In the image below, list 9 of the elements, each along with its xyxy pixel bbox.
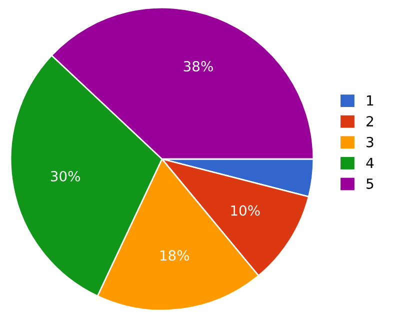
data-label: 30%: [50, 170, 80, 182]
data-label: 38%: [184, 61, 213, 72]
data-label: 18%: [160, 250, 190, 261]
data-label: 10%: [231, 205, 260, 216]
legend-label: 1: [367, 95, 374, 106]
legend-label: 5: [366, 178, 374, 189]
legend-label: 4: [366, 158, 374, 168]
legend-label: 3: [366, 136, 374, 148]
legend-label: 2: [366, 116, 373, 126]
